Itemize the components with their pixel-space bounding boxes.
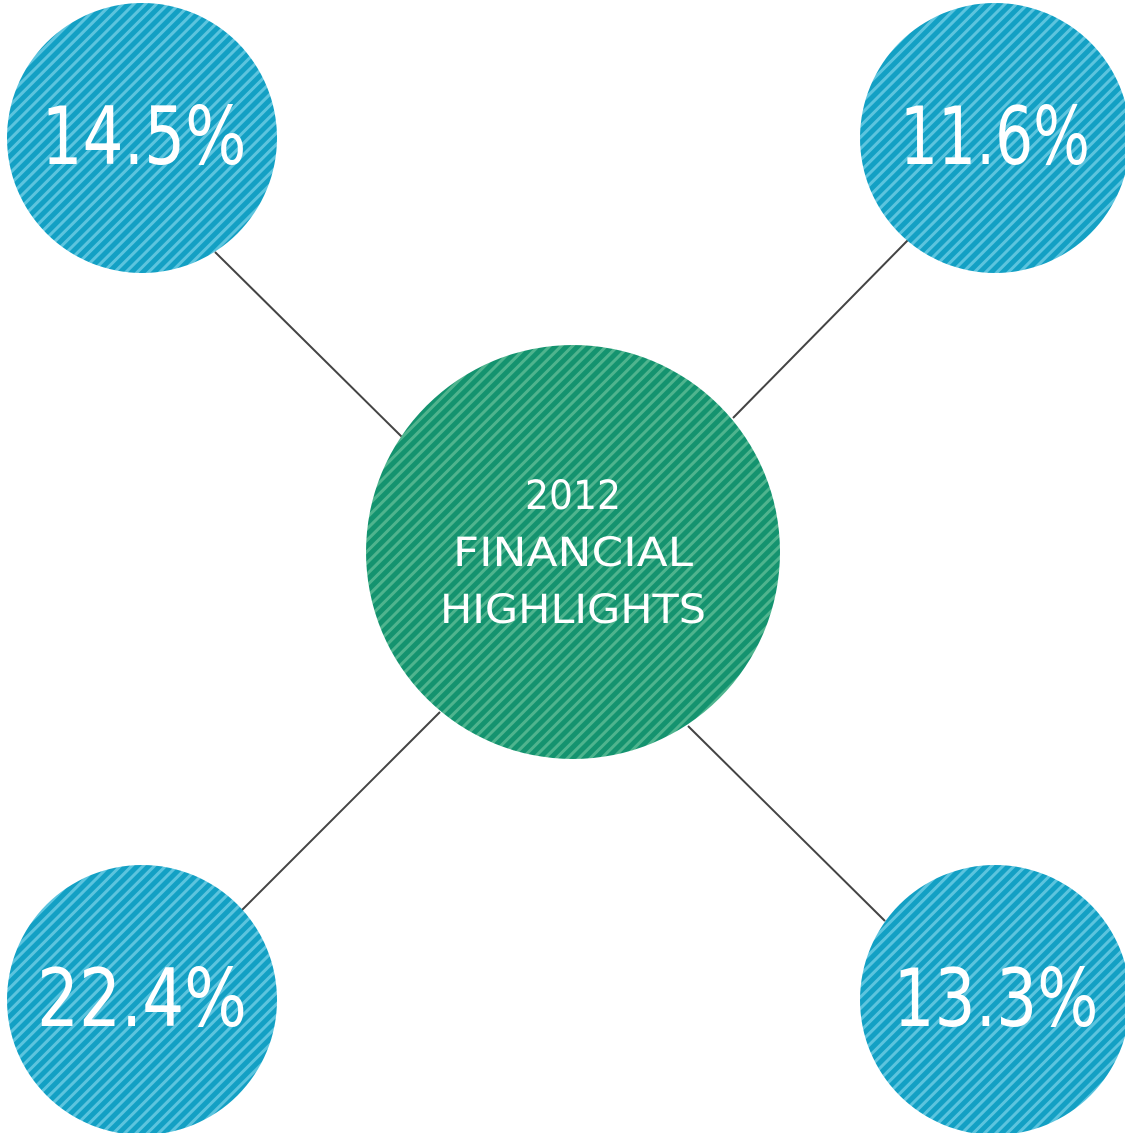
- node-circle: [860, 3, 1125, 273]
- node-label: 13.3%: [894, 952, 1099, 1045]
- connector: [732, 239, 909, 419]
- center-line: FINANCIAL: [453, 530, 694, 576]
- center-circle: [366, 345, 780, 759]
- connector: [214, 251, 404, 439]
- node-label: 11.6%: [900, 90, 1090, 183]
- node-circle: [7, 3, 277, 273]
- connector: [687, 725, 886, 922]
- node-label: 14.5%: [42, 90, 247, 183]
- connector: [241, 711, 441, 911]
- center-line: HIGHLIGHTS: [440, 587, 706, 633]
- node-circle: [7, 865, 277, 1133]
- center-line: 2012: [525, 473, 621, 519]
- node-circle: [860, 865, 1125, 1133]
- node-label: 22.4%: [37, 952, 247, 1045]
